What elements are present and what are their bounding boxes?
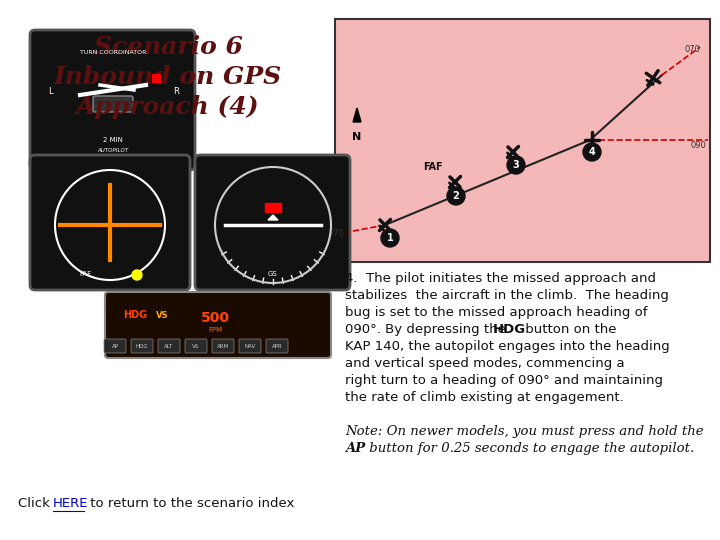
Text: R: R	[173, 87, 179, 97]
FancyBboxPatch shape	[212, 339, 234, 353]
Bar	[335, 19, 710, 262]
Text: button on the: button on the	[521, 323, 616, 336]
Polygon shape	[353, 108, 361, 122]
Text: FAF: FAF	[79, 271, 91, 277]
FancyBboxPatch shape	[104, 339, 126, 353]
Text: AUTOPILOT: AUTOPILOT	[97, 147, 129, 152]
Text: 1: 1	[387, 233, 393, 243]
Text: Approach (4): Approach (4)	[76, 95, 260, 119]
Text: ARM: ARM	[217, 343, 229, 348]
Text: bug is set to the missed approach heading of: bug is set to the missed approach headin…	[345, 306, 647, 319]
Text: 090°. By depressing the: 090°. By depressing the	[345, 323, 510, 336]
Text: 4: 4	[589, 147, 595, 157]
FancyBboxPatch shape	[158, 339, 180, 353]
FancyBboxPatch shape	[30, 30, 195, 170]
Text: AP: AP	[112, 343, 119, 348]
Text: stabilizes  the aircraft in the climb.  The heading: stabilizes the aircraft in the climb. Th…	[345, 289, 669, 302]
Text: N: N	[352, 132, 361, 142]
Text: 070: 070	[684, 44, 700, 53]
Text: HDG: HDG	[493, 323, 526, 336]
Text: 270: 270	[328, 230, 344, 239]
Text: VS: VS	[192, 343, 199, 348]
Bar	[265, 203, 281, 212]
Text: ALT: ALT	[164, 343, 174, 348]
Text: HDG: HDG	[135, 343, 148, 348]
Text: button for 0.25 seconds to engage the autopilot.: button for 0.25 seconds to engage the au…	[365, 442, 694, 455]
FancyBboxPatch shape	[195, 155, 350, 290]
Text: GS: GS	[268, 271, 278, 277]
Circle shape	[583, 143, 601, 161]
FancyBboxPatch shape	[105, 292, 331, 358]
Text: 4.  The pilot initiates the missed approach and: 4. The pilot initiates the missed approa…	[345, 272, 656, 285]
Text: APR: APR	[271, 343, 282, 348]
Text: to return to the scenario index: to return to the scenario index	[86, 497, 294, 510]
Text: Scenario 6: Scenario 6	[94, 35, 243, 59]
FancyBboxPatch shape	[93, 96, 133, 112]
Text: Click: Click	[18, 497, 54, 510]
Text: Note: On newer models, you must press and hold the: Note: On newer models, you must press an…	[345, 425, 703, 438]
Circle shape	[447, 187, 465, 205]
Circle shape	[381, 229, 399, 247]
Text: and vertical speed modes, commencing a: and vertical speed modes, commencing a	[345, 357, 625, 370]
Circle shape	[507, 156, 525, 174]
Text: 500: 500	[200, 311, 230, 325]
Bar	[152, 74, 160, 82]
FancyBboxPatch shape	[185, 339, 207, 353]
Circle shape	[132, 270, 142, 280]
Text: 090: 090	[690, 140, 706, 150]
Text: FPM: FPM	[208, 327, 222, 333]
FancyBboxPatch shape	[266, 339, 288, 353]
Text: NAV: NAV	[244, 343, 256, 348]
Text: FAF: FAF	[423, 162, 443, 172]
Text: right turn to a heading of 090° and maintaining: right turn to a heading of 090° and main…	[345, 374, 663, 387]
Text: AP: AP	[345, 442, 365, 455]
Text: Inbound on GPS: Inbound on GPS	[54, 65, 282, 89]
FancyBboxPatch shape	[131, 339, 153, 353]
Text: L: L	[48, 87, 53, 97]
Text: 2 MIN: 2 MIN	[103, 137, 123, 143]
Text: KAP 140, the autopilot engages into the heading: KAP 140, the autopilot engages into the …	[345, 340, 670, 353]
Text: 3: 3	[513, 160, 519, 170]
Text: HERE: HERE	[53, 497, 89, 510]
Text: HDG: HDG	[123, 310, 147, 320]
FancyBboxPatch shape	[30, 155, 190, 290]
Text: 2: 2	[453, 191, 459, 201]
Text: TURN COORDINATOR: TURN COORDINATOR	[80, 50, 146, 55]
Text: VS: VS	[156, 310, 168, 320]
Text: the rate of climb existing at engagement.: the rate of climb existing at engagement…	[345, 391, 624, 404]
Polygon shape	[268, 215, 278, 220]
FancyBboxPatch shape	[239, 339, 261, 353]
